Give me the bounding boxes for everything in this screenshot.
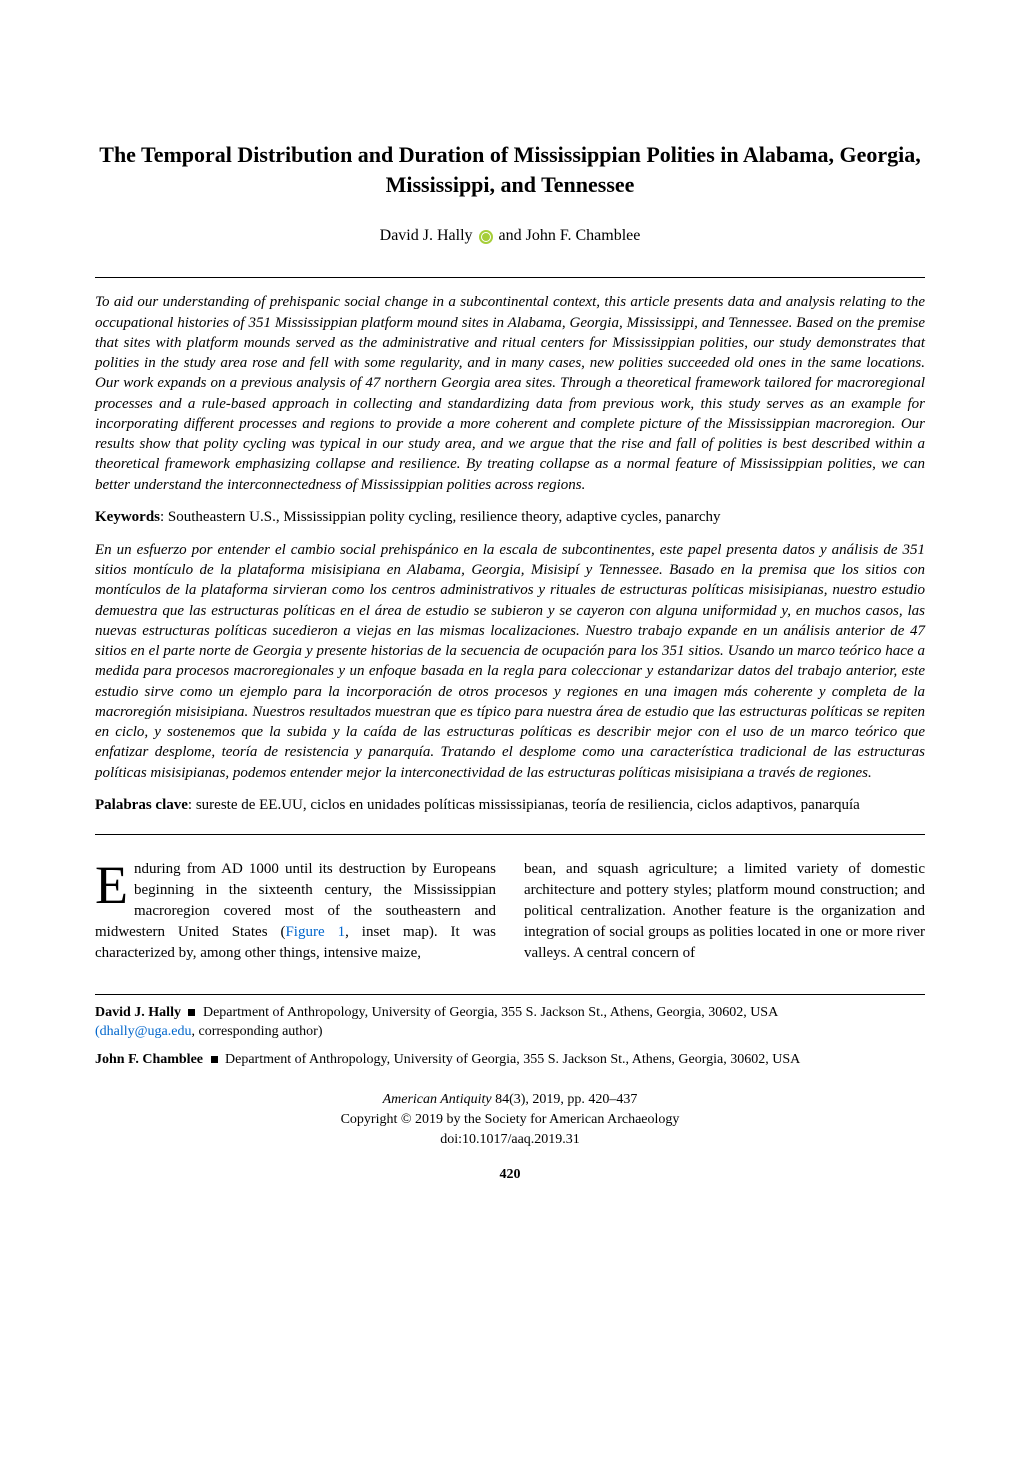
- authors-line: David J. Hally and John F. Chamblee: [95, 227, 925, 245]
- dropcap-letter: E: [95, 859, 134, 907]
- rule-top: [95, 277, 925, 278]
- doi-line: doi:10.1017/aaq.2019.31: [440, 1132, 580, 1147]
- author-connector: and: [499, 227, 526, 244]
- column-left: Enduring from AD 1000 until its destruct…: [95, 859, 496, 964]
- abstract-spanish: En un esfuerzo por entender el cambio so…: [95, 540, 925, 783]
- publication-footer: American Antiquity 84(3), 2019, pp. 420–…: [95, 1090, 925, 1151]
- page-number: 420: [95, 1167, 925, 1183]
- abstract-english: To aid our understanding of prehispanic …: [95, 292, 925, 495]
- copyright-line: Copyright © 2019 by the Society for Amer…: [341, 1112, 680, 1127]
- figure-link[interactable]: Figure 1: [285, 924, 345, 940]
- palabras-content: : sureste de EE.UU, ciclos en unidades p…: [188, 797, 860, 813]
- affiliation-1: David J. Hally Department of Anthropolog…: [95, 1003, 925, 1042]
- palabras-line: Palabras clave: sureste de EE.UU, ciclos…: [95, 797, 925, 814]
- keywords-content: : Southeastern U.S., Mississippian polit…: [160, 509, 721, 525]
- affil-1-name: David J. Hally: [95, 1005, 181, 1020]
- article-title: The Temporal Distribution and Duration o…: [95, 140, 925, 199]
- email-link[interactable]: (dhally@uga.edu: [95, 1024, 191, 1039]
- rule-mid: [95, 834, 925, 835]
- rule-affil: [95, 994, 925, 995]
- affiliation-2: John F. Chamblee Department of Anthropol…: [95, 1050, 925, 1070]
- affil-1-suffix: , corresponding author): [191, 1024, 322, 1039]
- orcid-icon[interactable]: [479, 230, 493, 244]
- keywords-line: Keywords: Southeastern U.S., Mississippi…: [95, 509, 925, 526]
- bullet-icon: [211, 1056, 218, 1063]
- affil-2-text: Department of Anthropology, University o…: [222, 1052, 801, 1067]
- column-right: bean, and squash agriculture; a limited …: [524, 859, 925, 964]
- affil-2-name: John F. Chamblee: [95, 1052, 203, 1067]
- body-text-columns: Enduring from AD 1000 until its destruct…: [95, 859, 925, 964]
- journal-issue: 84(3), 2019, pp. 420–437: [492, 1092, 638, 1107]
- bullet-icon: [188, 1009, 195, 1016]
- journal-name: American Antiquity: [383, 1092, 492, 1107]
- palabras-label: Palabras clave: [95, 797, 188, 813]
- keywords-label: Keywords: [95, 509, 160, 525]
- author-1: David J. Hally: [380, 227, 473, 244]
- author-2: John F. Chamblee: [526, 227, 641, 244]
- affil-1-text: Department of Anthropology, University o…: [199, 1005, 778, 1020]
